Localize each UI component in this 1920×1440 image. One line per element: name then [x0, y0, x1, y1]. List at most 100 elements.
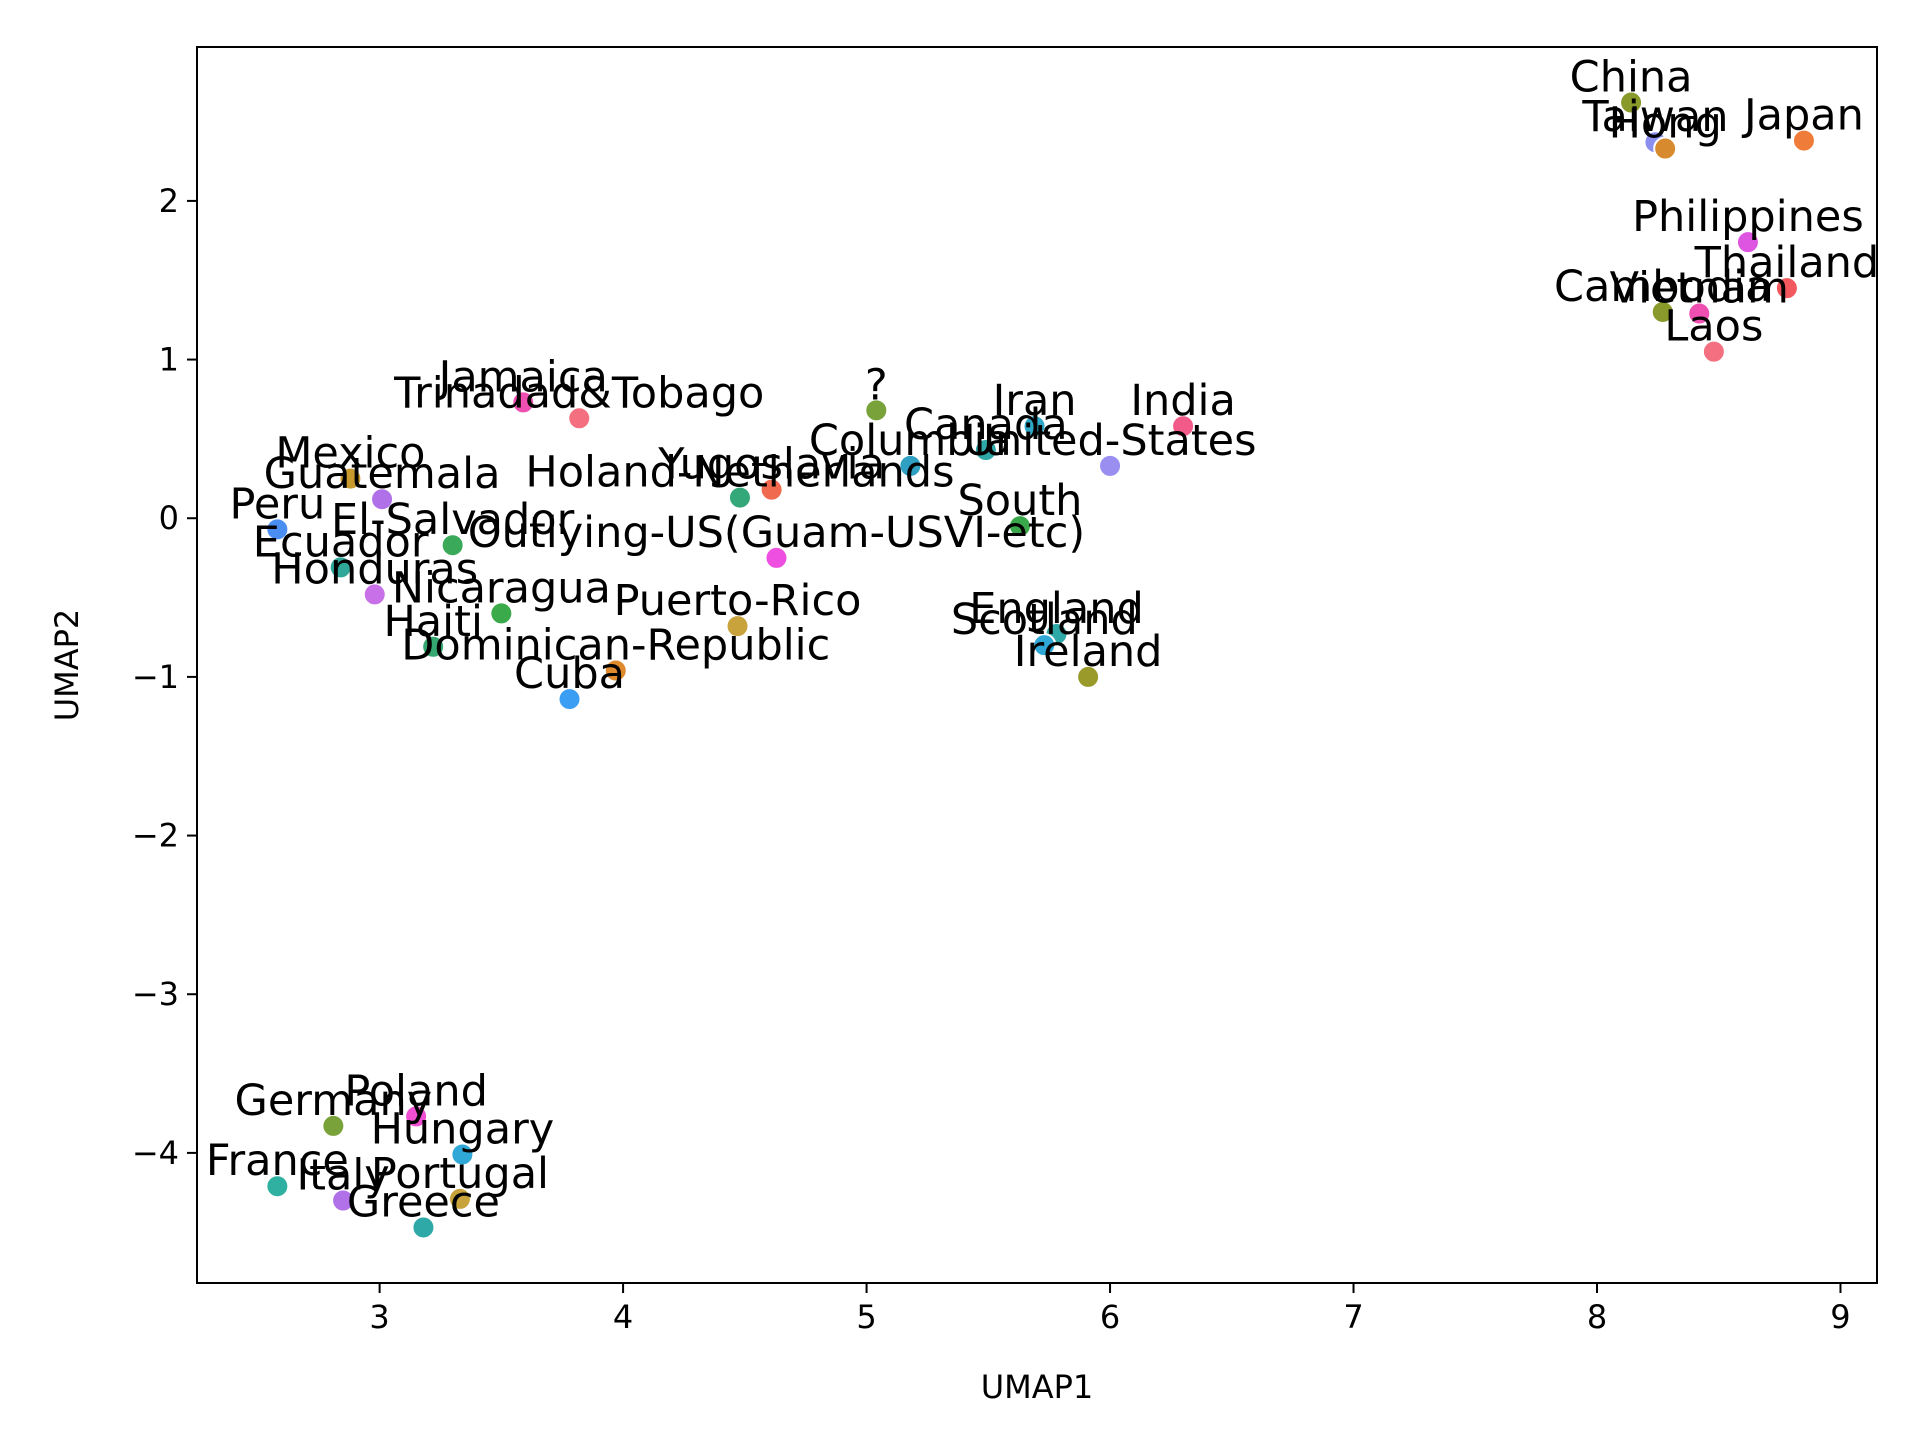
data-point — [898, 453, 923, 478]
x-tick-label: 3 — [369, 1298, 389, 1336]
point-label: Hong — [1609, 99, 1722, 149]
point-label: Peru — [229, 479, 325, 529]
point-label: France — [206, 1136, 349, 1186]
point-label: United-States — [964, 416, 1257, 466]
point-label: Mexico — [275, 429, 425, 479]
point-label: Scotland — [951, 595, 1138, 645]
y-tick-label: −1 — [132, 658, 179, 696]
y-axis-ticks: 2 1 0 −1 −2 −3 −4 — [132, 182, 197, 1172]
point-label: Germany — [235, 1076, 433, 1126]
point-label: Cuba — [514, 649, 625, 699]
plot-frame — [196, 46, 1878, 1284]
y-tick-label: −4 — [132, 1134, 179, 1172]
point-label: El-Salvador — [331, 495, 575, 545]
data-point — [1653, 136, 1678, 161]
x-axis-label: UMAP1 — [981, 1368, 1094, 1406]
y-axis-label: UMAP2 — [48, 609, 86, 722]
x-tick-label: 5 — [856, 1298, 876, 1336]
point-label: Yugoslavia — [657, 440, 885, 490]
y-tick-label: −3 — [132, 975, 179, 1013]
data-point — [265, 1174, 290, 1199]
point-label: ? — [865, 360, 888, 410]
data-point — [421, 634, 446, 659]
point-label: Nicaragua — [392, 563, 611, 613]
point-label: Vietnam — [1610, 264, 1789, 314]
data-point — [603, 658, 628, 683]
y-tick-label: 1 — [159, 341, 179, 379]
point-label: South — [957, 476, 1082, 526]
data-point — [411, 1215, 436, 1240]
point-label: Laos — [1664, 302, 1763, 352]
data-point — [759, 477, 784, 502]
data-point — [973, 438, 998, 463]
point-label: Holand-Netherlands — [525, 448, 954, 498]
point-label: Outlying-US(Guam-USVI-etc) — [468, 508, 1085, 558]
point-label: Jamaica — [436, 352, 608, 402]
data-point — [450, 1142, 475, 1167]
point-label: China — [1570, 53, 1693, 103]
data-point — [447, 1186, 472, 1211]
point-label: Portugal — [371, 1149, 549, 1199]
data-point — [1774, 276, 1799, 301]
point-label: Iran — [993, 376, 1077, 426]
x-tick-label: 7 — [1343, 1298, 1363, 1336]
point-label: Italy — [296, 1150, 389, 1200]
data-point — [321, 1113, 346, 1138]
point-label: Ireland — [1014, 627, 1163, 677]
x-tick-label: 8 — [1587, 1298, 1607, 1336]
data-point — [265, 517, 290, 542]
point-label: Japan — [1741, 91, 1864, 141]
point-label: Taiwan — [1581, 92, 1728, 142]
marks-layer — [265, 90, 1816, 1240]
point-label: Puerto-Rico — [614, 576, 862, 626]
data-point — [1076, 664, 1101, 689]
data-point — [489, 601, 514, 626]
data-point — [1791, 128, 1816, 153]
data-point — [725, 614, 750, 639]
data-point — [328, 555, 353, 580]
point-label: Thailand — [1694, 238, 1880, 288]
point-label: Ecuador — [253, 517, 429, 567]
data-point — [1022, 414, 1047, 439]
point-label: Columbia — [809, 416, 1012, 466]
data-point — [1171, 414, 1196, 439]
point-label: Canada — [904, 400, 1068, 450]
y-tick-label: 2 — [159, 182, 179, 220]
point-label: Cambodia — [1554, 262, 1771, 312]
data-point — [1701, 339, 1726, 364]
point-label: Greece — [347, 1177, 500, 1227]
data-point — [511, 390, 536, 415]
x-tick-label: 9 — [1830, 1298, 1850, 1336]
point-label: Philippines — [1632, 192, 1864, 242]
data-point — [1687, 301, 1712, 326]
x-tick-label: 6 — [1100, 1298, 1120, 1336]
point-label: England — [969, 584, 1144, 634]
data-point — [727, 485, 752, 510]
point-label: Haiti — [383, 597, 482, 647]
data-point — [1032, 633, 1057, 658]
data-point — [567, 406, 592, 431]
point-label: Trinadad&Tobago — [393, 368, 764, 418]
point-label: Hungary — [371, 1104, 555, 1154]
data-point — [1098, 453, 1123, 478]
data-point — [362, 582, 387, 607]
y-tick-label: −2 — [132, 817, 179, 855]
data-point — [557, 687, 582, 712]
data-point — [370, 487, 395, 512]
data-point — [764, 545, 789, 570]
point-label: Guatemala — [264, 449, 501, 499]
data-point — [1650, 299, 1675, 324]
data-point — [440, 533, 465, 558]
point-label: Dominican-Republic — [401, 621, 830, 671]
data-point — [331, 1188, 356, 1213]
x-axis-ticks: 3 4 5 6 7 8 9 — [369, 1283, 1851, 1336]
data-point — [338, 466, 363, 491]
data-point — [404, 1104, 429, 1129]
x-tick-label: 4 — [613, 1298, 633, 1336]
point-label: India — [1130, 376, 1236, 426]
point-label: Honduras — [271, 544, 478, 594]
data-point — [1007, 514, 1032, 539]
